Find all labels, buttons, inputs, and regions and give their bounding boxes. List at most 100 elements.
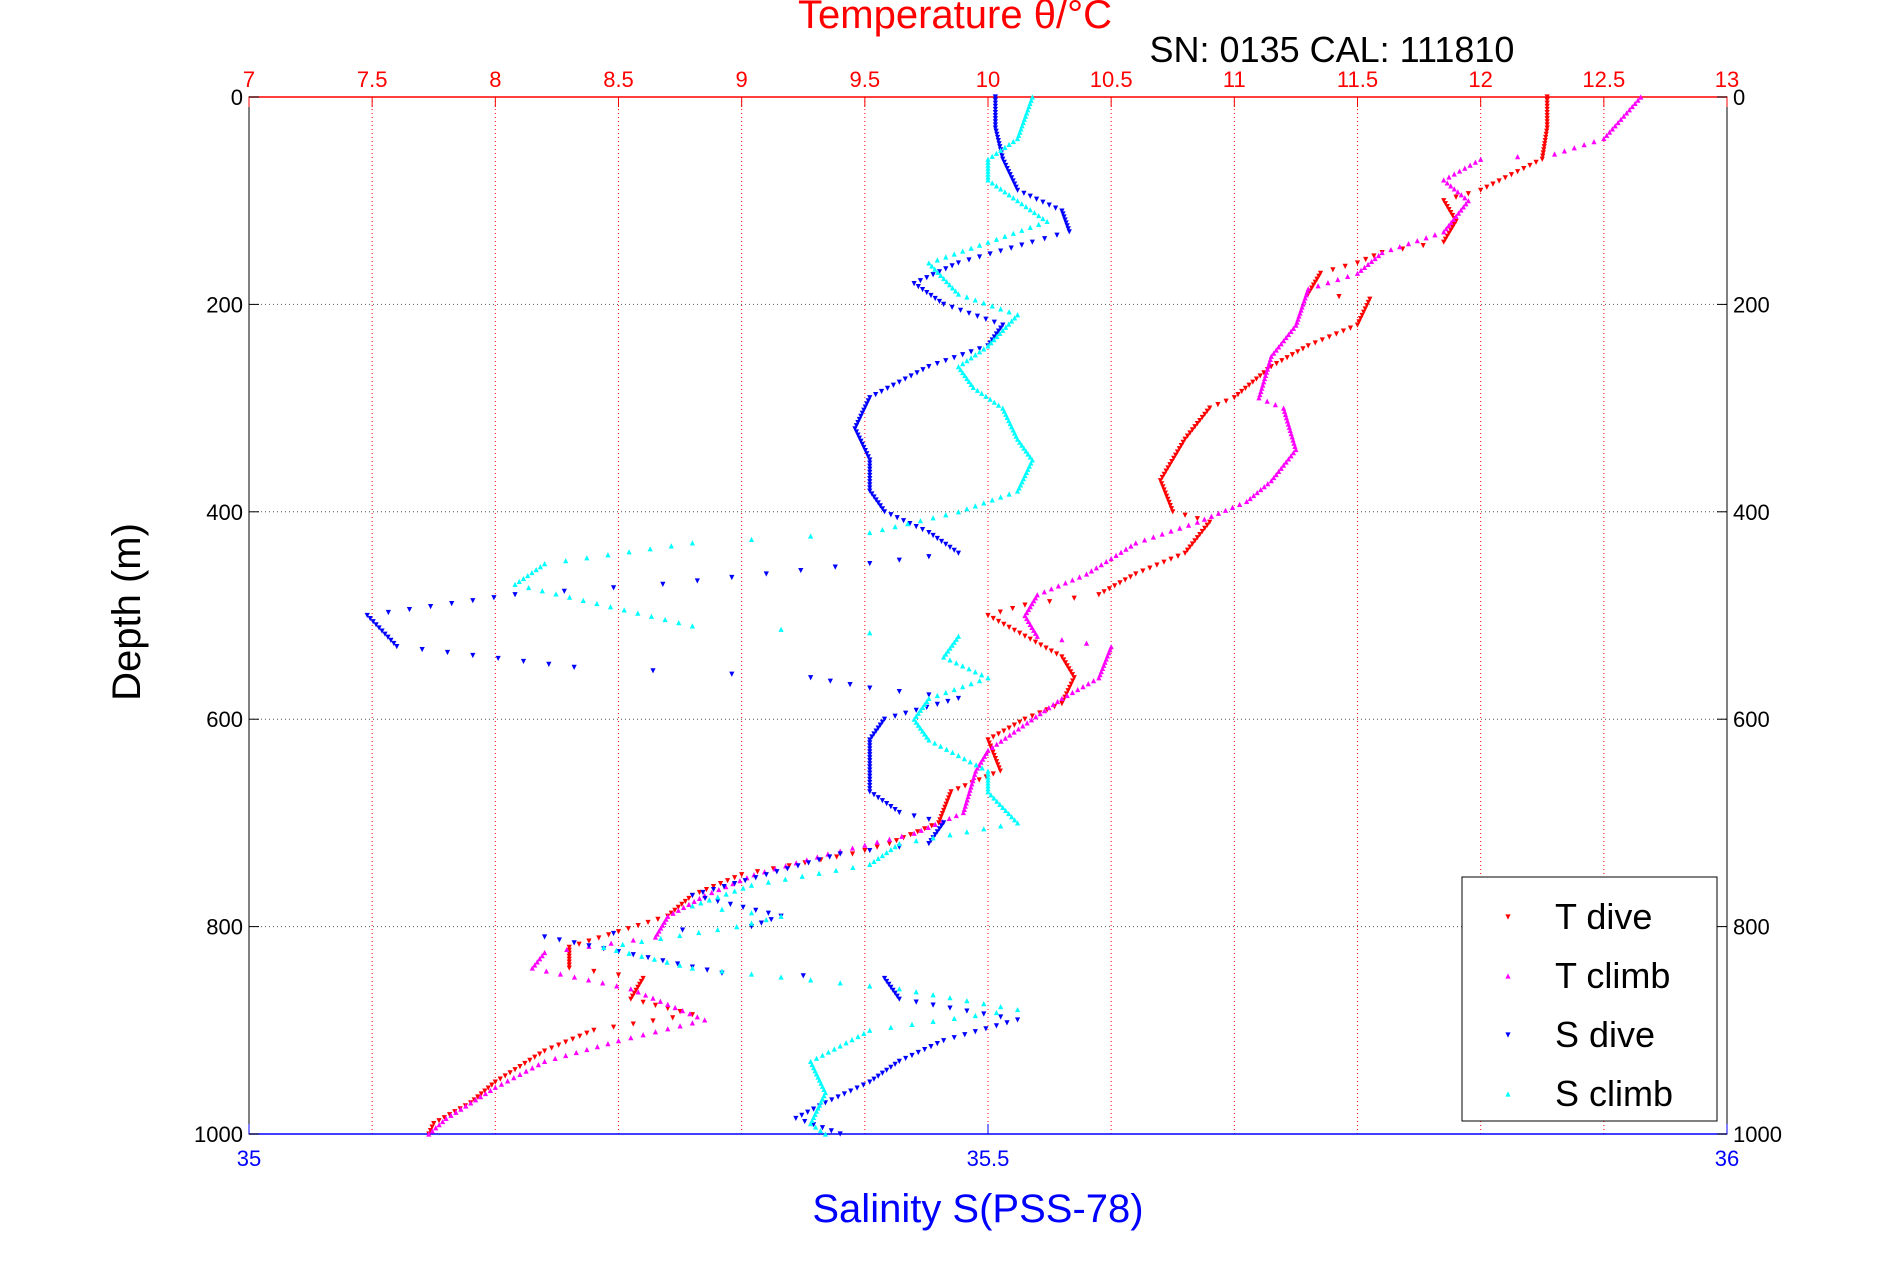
data-point (867, 529, 873, 536)
data-point (1361, 264, 1368, 270)
data-point (1065, 688, 1071, 694)
data-point (1011, 722, 1017, 728)
data-point (1168, 556, 1174, 562)
data-point (1075, 686, 1081, 693)
data-point (507, 1070, 513, 1076)
data-point (556, 1042, 562, 1048)
data-point (995, 618, 1002, 625)
data-point (976, 777, 982, 783)
data-point (676, 620, 682, 626)
data-point (1171, 455, 1177, 461)
data-point (694, 1014, 700, 1020)
data-point (1059, 654, 1065, 660)
data-point (941, 275, 947, 282)
data-point (1515, 169, 1521, 175)
data-point (930, 835, 936, 841)
data-point (913, 524, 919, 530)
data-point (892, 524, 898, 530)
data-point (1083, 571, 1090, 577)
data-point (1281, 338, 1287, 344)
data-point (1609, 126, 1615, 132)
data-point (871, 1076, 877, 1082)
data-point (1006, 321, 1012, 327)
data-point (1541, 147, 1547, 153)
data-point (911, 281, 917, 287)
data-point (858, 438, 864, 444)
data-point (1478, 156, 1484, 162)
data-point (867, 764, 873, 770)
data-point (1362, 306, 1368, 312)
data-point (1268, 478, 1274, 484)
data-point (862, 448, 868, 454)
data-point (1423, 235, 1429, 241)
data-point (930, 532, 936, 539)
data-point (1014, 198, 1021, 204)
data-point (1044, 218, 1050, 225)
data-point (1462, 165, 1468, 171)
legend-marker (1505, 973, 1511, 979)
data-point (1059, 701, 1065, 707)
data-point (520, 575, 527, 582)
data-point (960, 369, 966, 376)
data-point (1006, 624, 1012, 630)
data-point (1281, 405, 1287, 411)
data-point (1010, 138, 1016, 145)
data-point (953, 660, 959, 666)
data-point (1258, 486, 1264, 493)
data-point (426, 1131, 432, 1137)
data-point (586, 938, 592, 944)
serial-calibration-label: SN: 0135 CAL: 111810 (1150, 29, 1515, 70)
data-point (1062, 660, 1069, 666)
data-point (968, 681, 974, 687)
data-point (888, 804, 894, 810)
data-point (1006, 141, 1012, 148)
data-point (1194, 535, 1200, 541)
data-point (964, 294, 970, 300)
data-point (765, 910, 772, 916)
data-point (1168, 506, 1175, 512)
data-point (992, 103, 998, 109)
data-point (799, 873, 805, 879)
data-point (647, 546, 653, 552)
data-point (601, 944, 607, 950)
data-point (1062, 217, 1068, 223)
data-point (992, 113, 998, 119)
data-point (527, 1057, 533, 1063)
data-point (1021, 190, 1027, 196)
data-point (556, 937, 562, 943)
data-point (1197, 532, 1203, 538)
data-point (998, 1014, 1004, 1020)
data-point (1118, 549, 1124, 555)
data-point (983, 316, 989, 322)
data-point (968, 349, 974, 355)
data-point (566, 947, 572, 953)
data-point (732, 881, 738, 887)
data-point (874, 844, 880, 850)
data-point (932, 295, 938, 302)
data-point (949, 749, 956, 755)
data-point (1066, 666, 1072, 672)
data-point (553, 591, 559, 597)
data-point (1147, 565, 1153, 571)
legend-marker (1505, 914, 1511, 920)
data-point (871, 731, 877, 737)
data-point (1154, 562, 1160, 568)
data-point (879, 506, 886, 512)
data-point (679, 1007, 686, 1014)
depth-tick-label-right: 600 (1733, 707, 1770, 732)
data-point (884, 849, 890, 856)
data-point (943, 541, 949, 547)
data-point (879, 526, 886, 533)
data-point (1019, 242, 1025, 248)
data-point (382, 631, 388, 637)
data-point (563, 1039, 569, 1045)
data-point (1432, 232, 1438, 238)
data-point (955, 633, 962, 639)
data-point (630, 952, 636, 958)
data-point (1278, 465, 1284, 471)
data-point (947, 544, 953, 550)
data-point (1063, 691, 1070, 697)
data-point (1551, 151, 1558, 157)
data-point (1278, 341, 1284, 347)
data-point (1273, 361, 1280, 367)
